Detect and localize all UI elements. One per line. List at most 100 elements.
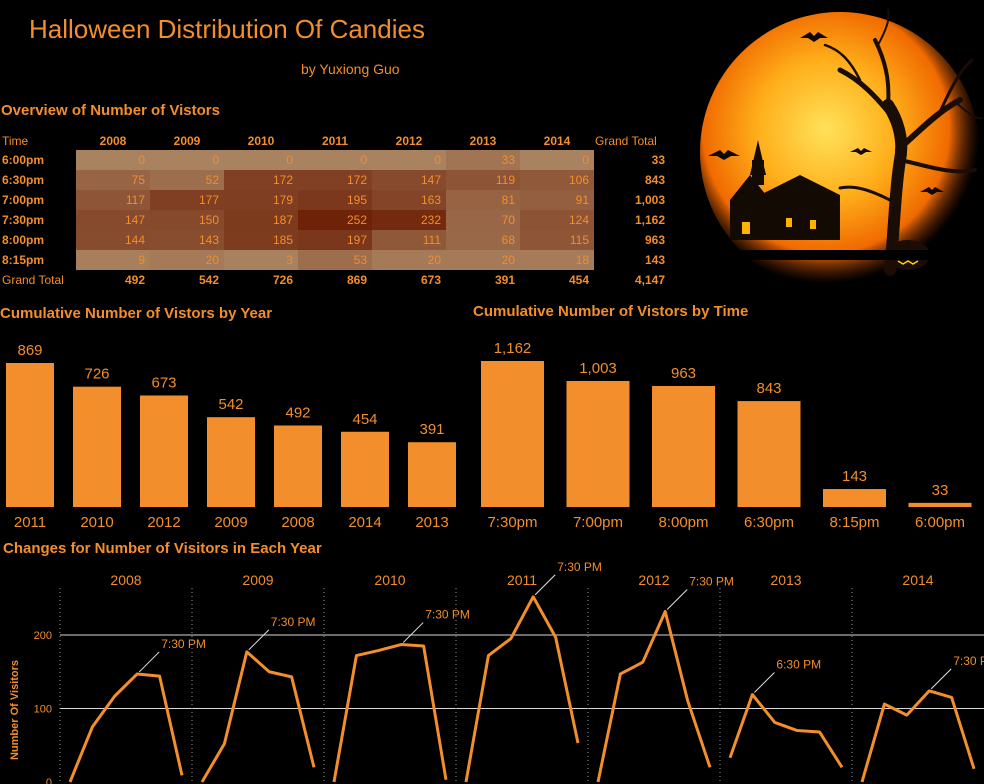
- heat-cell: [224, 170, 298, 190]
- heat-cell-value: 179: [273, 193, 293, 207]
- changes-line-chart: Number Of Visitors 0 100 200 2008 7:30 PM 2009…: [0, 560, 984, 784]
- heat-cell-value: 150: [199, 213, 219, 227]
- series-line-2014: [860, 689, 976, 783]
- heat-cell-value: 197: [347, 233, 367, 247]
- peak-annotation: 7:30 PM: [425, 608, 470, 622]
- heat-cell: [298, 210, 372, 230]
- annotation-leader: [666, 589, 688, 610]
- grand-total-row-label: Grand Total: [2, 273, 64, 287]
- heat-cell-value: 172: [273, 173, 293, 187]
- row-label: 7:00pm: [2, 193, 44, 207]
- heat-cell-value: 252: [347, 213, 367, 227]
- heat-cell: [150, 190, 224, 210]
- heat-cell: [520, 210, 594, 230]
- row-label: 6:00pm: [2, 153, 44, 167]
- row-total: 963: [645, 233, 665, 247]
- bar: [481, 361, 544, 507]
- heat-cell-value: 20: [428, 253, 442, 267]
- bar-value-label: 1,003: [579, 360, 617, 377]
- heat-cell: [372, 150, 446, 170]
- bar: [73, 386, 121, 507]
- peak-annotation: 7:30 PM: [271, 615, 316, 629]
- overview-heatmap-table: Time 2008 2009 2010 2011 2012 2013 2014 Grand To…: [0, 128, 680, 293]
- row-total: 843: [645, 173, 665, 187]
- panel-year-label: 2010: [374, 572, 405, 588]
- heat-cell-value: 9: [138, 253, 145, 267]
- heat-cell: [446, 150, 520, 170]
- bar: [207, 417, 255, 507]
- heat-cell: [298, 150, 372, 170]
- heat-cell-value: 0: [434, 153, 441, 167]
- heat-cell-value: 0: [360, 153, 367, 167]
- panel-year-label: 2011: [507, 572, 537, 588]
- column-header-2008: 2008: [100, 134, 127, 148]
- heat-cell: [76, 190, 150, 210]
- time-bar-chart: 1,162 7:30pm 1,003 7:00pm 963 8:00pm 843 6:30pm…: [470, 330, 984, 535]
- heat-cell-value: 20: [502, 253, 516, 267]
- x-tick-label: 2014: [348, 514, 381, 531]
- heat-cell: [372, 190, 446, 210]
- x-tick-label: 8:15pm: [829, 514, 879, 531]
- heat-cell: [520, 170, 594, 190]
- x-tick-label: 6:00pm: [915, 514, 965, 531]
- heat-cell: [224, 150, 298, 170]
- overview-title: Overview of Number of Vistors: [1, 102, 220, 119]
- panel-year-label: 2012: [638, 572, 669, 588]
- bar-value-label: 726: [84, 366, 109, 383]
- heat-cell: [298, 230, 372, 250]
- heat-cell-value: 111: [423, 233, 442, 247]
- heat-cell: [224, 250, 298, 270]
- heat-cell-value: 18: [576, 253, 590, 267]
- halloween-moon-illustration: [690, 0, 984, 300]
- peak-annotation: 7:30 PM: [689, 574, 734, 588]
- bar-value-label: 542: [218, 396, 243, 413]
- panel-year-label: 2014: [902, 572, 933, 588]
- column-total: 454: [569, 273, 589, 287]
- column-header-2009: 2009: [174, 134, 201, 148]
- heat-cell-value: 119: [496, 173, 515, 187]
- peak-annotation: 6:30 PM: [776, 658, 821, 672]
- heat-cell: [298, 190, 372, 210]
- x-tick-label: 6:30pm: [744, 514, 794, 531]
- bar: [140, 395, 188, 507]
- row-label: 8:15pm: [2, 253, 44, 267]
- x-tick-label: 2008: [281, 514, 314, 531]
- page-subtitle: by Yuxiong Guo: [301, 61, 400, 77]
- heat-cell: [520, 150, 594, 170]
- heat-cell: [150, 230, 224, 250]
- bar-value-label: 391: [419, 421, 444, 438]
- annotation-leader: [402, 622, 424, 643]
- series-line-2008: [68, 672, 184, 783]
- heat-cell: [150, 210, 224, 230]
- series-line-2010: [332, 643, 448, 783]
- column-header-2014: 2014: [544, 134, 571, 148]
- page-title: Halloween Distribution Of Candies: [29, 14, 425, 44]
- column-header-2012: 2012: [396, 134, 423, 148]
- heat-cell: [520, 190, 594, 210]
- heat-cell: [446, 250, 520, 270]
- x-tick-label: 2011: [14, 514, 46, 531]
- heat-cell: [224, 190, 298, 210]
- bar: [341, 431, 389, 507]
- heat-cell-value: 106: [569, 173, 589, 187]
- heat-cell-value: 144: [125, 233, 145, 247]
- series-line-2013: [728, 693, 844, 769]
- column-total: 869: [347, 273, 367, 287]
- row-header: Time: [2, 134, 29, 148]
- heat-cell-value: 81: [502, 193, 516, 207]
- heat-cell-value: 185: [273, 233, 293, 247]
- heat-cell-value: 3: [286, 253, 293, 267]
- row-total: 1,003: [635, 193, 665, 207]
- column-total: 726: [273, 273, 293, 287]
- y-tick-label: 100: [34, 704, 52, 716]
- row-label: 8:00pm: [2, 233, 44, 247]
- heat-cell: [446, 190, 520, 210]
- heat-cell-value: 232: [421, 213, 441, 227]
- bar-value-label: 33: [932, 482, 949, 499]
- annotation-leader: [930, 668, 952, 690]
- heat-cell: [150, 150, 224, 170]
- bar-value-label: 843: [756, 380, 781, 397]
- heat-cell: [76, 150, 150, 170]
- peak-annotation: 7:30 PM: [557, 560, 602, 574]
- peak-annotation: 7:30 PM: [953, 654, 984, 668]
